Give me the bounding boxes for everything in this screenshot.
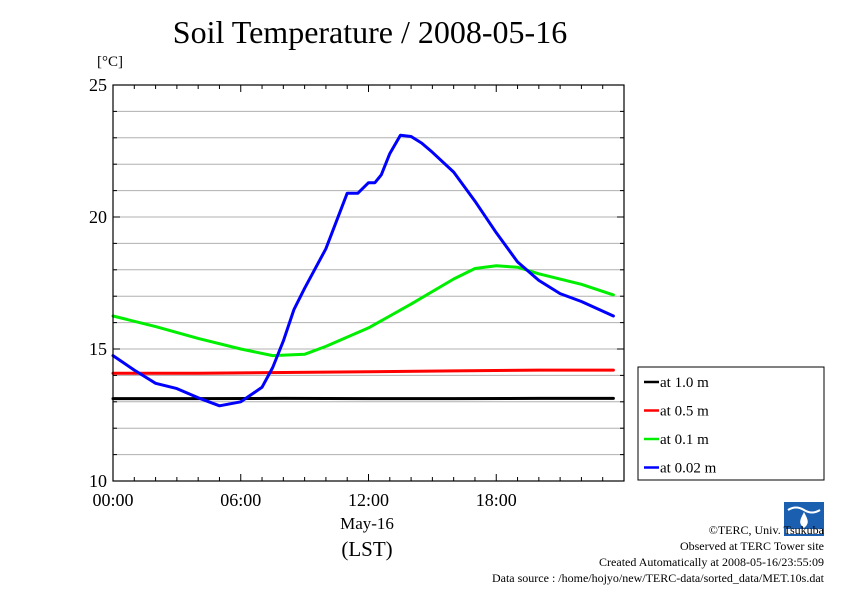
x-tick-label: 00:00 [92,490,133,510]
legend-label: at 0.5 m [660,404,709,420]
source-text: Data source : /home/hojyo/new/TERC-data/… [491,571,824,585]
grid-layer [113,110,624,456]
copyright-text: ©TERC, Univ. Tsukuba [708,523,824,537]
series-line-3 [111,133,615,408]
chart-title: Soil Temperature / 2008-05-16 [172,14,568,50]
y-tick-label: 25 [89,75,107,95]
y-tick-label: 10 [89,471,107,491]
plot-frame [112,84,625,482]
observed-text: Observed at TERC Tower site [679,539,824,553]
y-tick-label: 15 [89,339,107,359]
terc-logo [784,502,824,536]
x-axis-date-label: May-16 [340,514,394,533]
tick-layer: 10 15 20 25 00:00 06:00 12:00 18:00 [89,75,625,510]
legend-box [637,366,825,481]
x-tick-label: 18:00 [476,490,517,510]
series-layer [111,133,615,408]
x-tick-label: 12:00 [348,490,389,510]
y-axis-unit-label: [°C] [97,54,123,70]
credits: ©TERC, Univ. Tsukuba Observed at TERC To… [492,522,824,586]
y-tick-label: 20 [89,207,107,227]
x-tick-label: 06:00 [220,490,261,510]
legend-label: at 1.0 m [660,375,709,391]
created-text: Created Automatically at 2008-05-16/23:5… [599,555,824,569]
series-line-1 [111,368,615,375]
x-axis-title: (LST) [341,537,393,561]
legend-label: at 0.1 m [660,432,709,448]
legend-label: at 0.02 m [660,461,717,477]
legend: at 1.0 m at 0.5 m at 0.1 m at 0.02 m [637,366,825,481]
